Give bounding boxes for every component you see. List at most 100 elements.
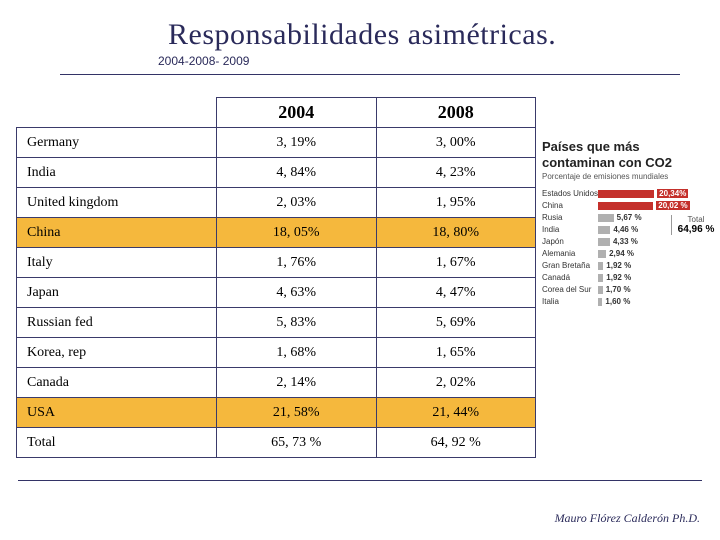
content-row: 2004 2008 Germany3, 19%3, 00%India4, 84%… — [0, 97, 720, 458]
country-cell: Korea, rep — [17, 338, 217, 368]
value-2004-cell: 4, 84% — [217, 158, 377, 188]
value-2008-cell: 1, 95% — [376, 188, 536, 218]
value-2004-cell: 65, 73 % — [217, 428, 377, 458]
bar-value: 1,70 % — [606, 285, 631, 294]
side-chart-total: Total 64,96 % — [671, 215, 716, 235]
bar-label: Rusia — [542, 213, 598, 222]
bar-wrap: 4,33 % — [598, 238, 712, 246]
country-cell: Japan — [17, 278, 217, 308]
bar-label: Japón — [542, 237, 598, 246]
table-row: China18, 05%18, 80% — [17, 218, 536, 248]
value-2004-cell: 3, 19% — [217, 128, 377, 158]
bar-row: Estados Unidos 20,34% — [542, 189, 712, 198]
table-row: India4, 84%4, 23% — [17, 158, 536, 188]
table-header-empty — [17, 98, 217, 128]
value-2008-cell: 4, 47% — [376, 278, 536, 308]
table-row: Canada2, 14%2, 02% — [17, 368, 536, 398]
emissions-table: 2004 2008 Germany3, 19%3, 00%India4, 84%… — [16, 97, 536, 458]
bar-wrap: 20,34% — [598, 190, 712, 198]
total-value: 64,96 % — [676, 224, 716, 235]
bar-value: 1,92 % — [606, 273, 631, 282]
bar-fill — [598, 226, 610, 234]
country-cell: China — [17, 218, 217, 248]
bar-fill — [598, 190, 654, 198]
bar-label: China — [542, 201, 598, 210]
table-row: Italy1, 76%1, 67% — [17, 248, 536, 278]
value-2004-cell: 21, 58% — [217, 398, 377, 428]
value-2004-cell: 5, 83% — [217, 308, 377, 338]
side-chart-subtitle: Porcentaje de emisiones mundiales — [542, 172, 712, 181]
bar-wrap: 1,70 % — [598, 286, 712, 294]
table-header-2008: 2008 — [376, 98, 536, 128]
bar-value: 1,60 % — [605, 297, 630, 306]
bar-value: 20,34% — [657, 189, 688, 198]
bar-row: China 20,02 % — [542, 201, 712, 210]
bar-value: 1,92 % — [606, 261, 631, 270]
bar-label: Estados Unidos — [542, 189, 598, 198]
bar-fill — [598, 238, 610, 246]
bar-label: Alemania — [542, 249, 598, 258]
footer-divider — [18, 480, 702, 481]
table-row: Russian fed5, 83%5, 69% — [17, 308, 536, 338]
value-2004-cell: 4, 63% — [217, 278, 377, 308]
bar-label: India — [542, 225, 598, 234]
bar-value: 5,67 % — [617, 213, 642, 222]
table-row: Total65, 73 %64, 92 % — [17, 428, 536, 458]
bar-fill — [598, 202, 653, 210]
bar-label: Canadá — [542, 273, 598, 282]
bar-label: Corea del Sur — [542, 285, 598, 294]
bar-value: 4,46 % — [613, 225, 638, 234]
value-2004-cell: 2, 03% — [217, 188, 377, 218]
bar-wrap: 1,92 % — [598, 274, 712, 282]
value-2008-cell: 21, 44% — [376, 398, 536, 428]
bar-row: Canadá 1,92 % — [542, 273, 712, 282]
table-row: Germany3, 19%3, 00% — [17, 128, 536, 158]
side-chart: Países que más contaminan con CO2 Porcen… — [542, 97, 712, 458]
value-2008-cell: 5, 69% — [376, 308, 536, 338]
country-cell: USA — [17, 398, 217, 428]
bar-fill — [598, 286, 603, 294]
value-2008-cell: 64, 92 % — [376, 428, 536, 458]
table-row: United kingdom2, 03%1, 95% — [17, 188, 536, 218]
table-row: USA21, 58%21, 44% — [17, 398, 536, 428]
bar-row: Alemania 2,94 % — [542, 249, 712, 258]
bar-fill — [598, 250, 606, 258]
country-cell: Germany — [17, 128, 217, 158]
bar-fill — [598, 262, 603, 270]
bar-row: Gran Bretaña 1,92 % — [542, 261, 712, 270]
slide-subtitle: 2004-2008- 2009 — [158, 54, 650, 68]
slide-title: Responsabilidades asimétricas. — [168, 18, 650, 52]
side-chart-bars: Estados Unidos 20,34% China 20,02 % Rusia 5,6… — [542, 189, 712, 306]
country-cell: India — [17, 158, 217, 188]
bar-row: Italia 1,60 % — [542, 297, 712, 306]
table-header-2004: 2004 — [217, 98, 377, 128]
bar-label: Gran Bretaña — [542, 261, 598, 270]
bar-value: 2,94 % — [609, 249, 634, 258]
bar-wrap: 1,92 % — [598, 262, 712, 270]
value-2008-cell: 1, 67% — [376, 248, 536, 278]
value-2004-cell: 18, 05% — [217, 218, 377, 248]
country-cell: Italy — [17, 248, 217, 278]
bar-row: Corea del Sur 1,70 % — [542, 285, 712, 294]
bar-fill — [598, 274, 603, 282]
table-row: Korea, rep1, 68%1, 65% — [17, 338, 536, 368]
value-2008-cell: 2, 02% — [376, 368, 536, 398]
bar-fill — [598, 214, 614, 222]
country-cell: United kingdom — [17, 188, 217, 218]
bar-label: Italia — [542, 297, 598, 306]
slide: Responsabilidades asimétricas. 2004-2008… — [0, 0, 720, 540]
bar-value: 20,02 % — [656, 201, 689, 210]
value-2008-cell: 1, 65% — [376, 338, 536, 368]
title-block: Responsabilidades asimétricas. 2004-2008… — [60, 0, 680, 75]
country-cell: Russian fed — [17, 308, 217, 338]
value-2008-cell: 18, 80% — [376, 218, 536, 248]
side-chart-title: Países que más contaminan con CO2 — [542, 139, 712, 170]
value-2004-cell: 2, 14% — [217, 368, 377, 398]
bar-value: 4,33 % — [613, 237, 638, 246]
country-cell: Canada — [17, 368, 217, 398]
country-cell: Total — [17, 428, 217, 458]
bar-wrap: 1,60 % — [598, 298, 712, 306]
value-2004-cell: 1, 76% — [217, 248, 377, 278]
table-header-row: 2004 2008 — [17, 98, 536, 128]
bar-row: Japón 4,33 % — [542, 237, 712, 246]
